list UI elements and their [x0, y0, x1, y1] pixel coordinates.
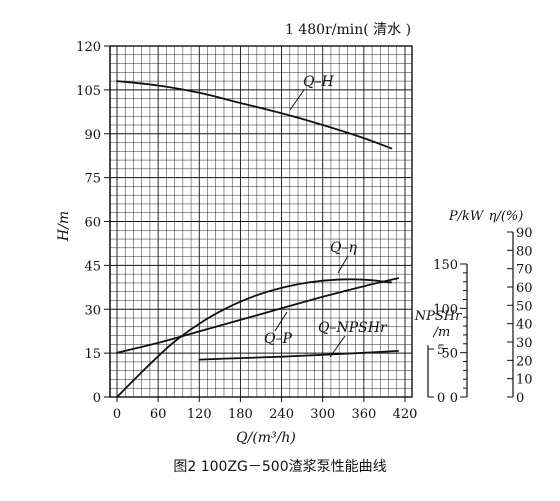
eta-tick-label: 70 — [516, 263, 533, 278]
x-tick-label: 420 — [393, 407, 418, 422]
h-tick-label: 120 — [76, 40, 101, 55]
h-tick-label: 105 — [76, 84, 101, 99]
eta-tick-label: 50 — [516, 299, 533, 314]
npsh-tick-label: 5 — [437, 343, 445, 358]
x-tick-label: 360 — [351, 407, 376, 422]
p-axis-label: P/kW — [448, 209, 485, 224]
leader-q-eta — [337, 255, 349, 274]
x-tick-label: 120 — [187, 407, 212, 422]
p-tick-label: 100 — [433, 302, 458, 317]
h-tick-label: 90 — [84, 128, 101, 143]
x-tick-label: 180 — [228, 407, 253, 422]
h-tick-label: 0 — [93, 391, 101, 406]
curve-q-eta — [116, 278, 393, 398]
eta-tick-label: 30 — [516, 336, 533, 351]
h-tick-label: 60 — [84, 216, 101, 231]
curve-q-h — [116, 80, 393, 150]
series-label-q-npshr: Q–NPSHr — [318, 320, 388, 336]
curve-q-p — [116, 277, 399, 354]
h-axis: 0 15 30 45 60 75 90 105 120 — [76, 40, 111, 406]
figure-caption: 图2 100ZG－500渣浆泵性能曲线 — [173, 459, 387, 475]
npsh-axis-label: NPSHr — [414, 309, 462, 324]
x-tick-label: 60 — [150, 407, 167, 422]
leader-q-npshr — [329, 335, 346, 358]
x-tick-label: 300 — [310, 407, 335, 422]
p-tick-label: 150 — [433, 258, 458, 273]
p-tick-label: 0 — [450, 391, 458, 406]
series-label-q-p: Q–P — [264, 331, 292, 347]
eta-axis: 0 10 20 30 40 50 60 70 80 90 — [507, 226, 533, 406]
chart-title: 1 480r/min( 清水 ) — [285, 22, 411, 38]
leader-q-h — [289, 89, 305, 111]
eta-tick-label: 20 — [516, 354, 533, 369]
leader-q-p — [274, 311, 288, 332]
p-tick-label: 50 — [441, 347, 458, 362]
series-label-q-h: Q–H — [303, 74, 334, 90]
series-label-q-eta: Q–η — [330, 240, 357, 256]
eta-tick-label: 40 — [516, 318, 533, 333]
eta-tick-label: 0 — [516, 391, 524, 406]
curve-q-npshr — [198, 350, 399, 361]
eta-tick-label: 10 — [516, 373, 533, 388]
h-axis-label: H/m — [56, 211, 72, 242]
h-tick-label: 15 — [84, 347, 101, 362]
x-axis: 0 60 120 180 240 300 360 420 — [113, 397, 418, 422]
h-tick-label: 30 — [84, 303, 101, 318]
eta-tick-label: 90 — [516, 226, 533, 241]
x-tick-label: 0 — [113, 407, 121, 422]
x-axis-label: Q/(m³/h) — [236, 430, 296, 446]
h-tick-label: 75 — [84, 172, 101, 187]
curves — [116, 80, 399, 398]
x-tick-label: 240 — [269, 407, 294, 422]
npsh-axis-unit: /m — [432, 325, 451, 340]
eta-axis-label: η/(%) — [489, 209, 524, 224]
eta-tick-label: 80 — [516, 244, 533, 259]
eta-tick-label: 60 — [516, 281, 533, 296]
npsh-tick-label: 0 — [437, 391, 445, 406]
h-tick-label: 45 — [84, 259, 101, 274]
npsh-axis: 05 — [427, 343, 445, 406]
